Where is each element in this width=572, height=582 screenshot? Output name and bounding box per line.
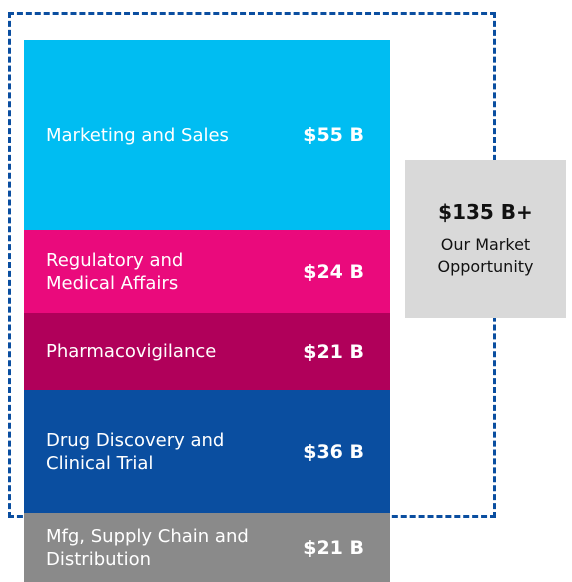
total-value: $135 B+ (438, 200, 533, 224)
segment-value: $21 B (303, 340, 364, 363)
total-box: $135 B+ Our Market Opportunity (405, 160, 566, 318)
segment-label: Regulatory and Medical Affairs (46, 249, 184, 294)
segment-label: Pharmacovigilance (46, 341, 217, 362)
segment: Marketing and Sales $55 B (24, 40, 390, 230)
total-label: Our Market Opportunity (437, 235, 534, 276)
segment-label: Marketing and Sales (46, 124, 229, 146)
segment-value: $21 B (303, 536, 364, 559)
segment-label: Drug Discovery and Clinical Trial (46, 429, 225, 474)
segment-value: $24 B (303, 260, 364, 283)
segment: Drug Discovery and Clinical Trial $36 B (24, 390, 390, 513)
segment-value: $36 B (303, 440, 364, 463)
segment: Mfg, Supply Chain and Distribution $21 B (24, 513, 390, 582)
segment-label: Mfg, Supply Chain and Distribution (46, 525, 249, 570)
segment: Pharmacovigilance $21 B (24, 313, 390, 390)
segment: Regulatory and Medical Affairs $24 B (24, 230, 390, 313)
segment-value: $55 B (303, 124, 364, 146)
